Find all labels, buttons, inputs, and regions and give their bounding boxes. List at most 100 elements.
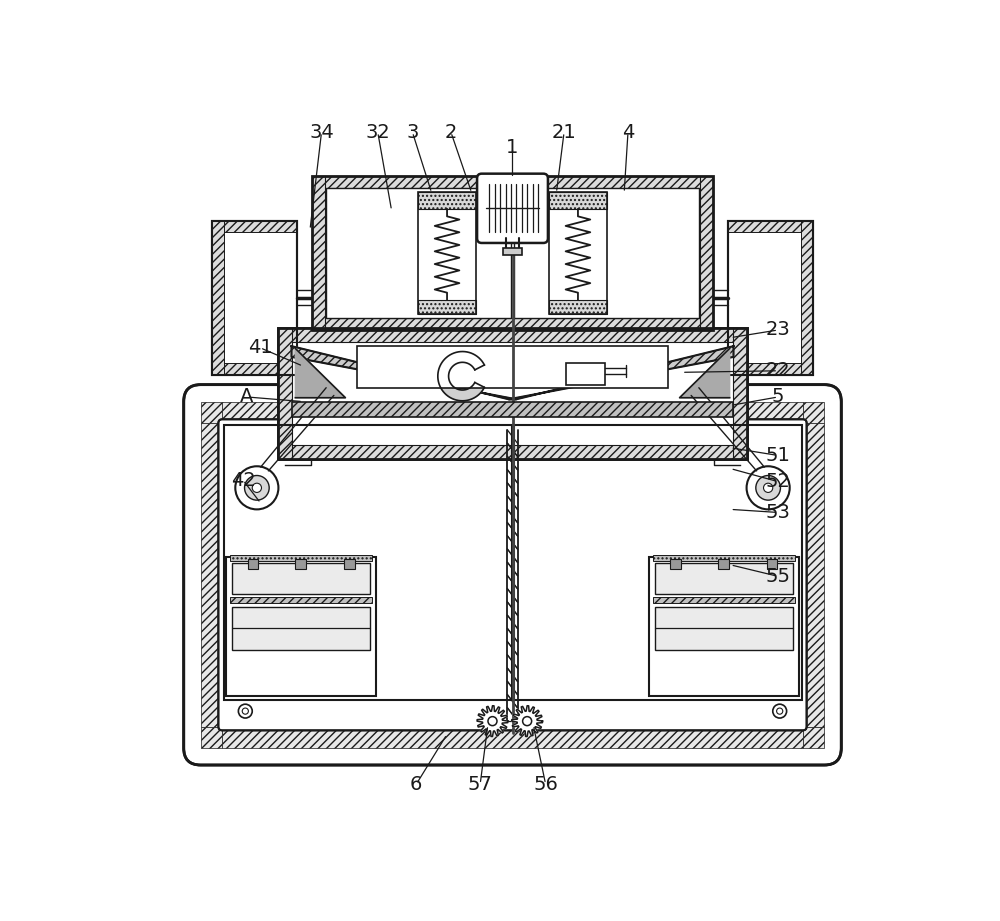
Bar: [326, 188, 511, 318]
Bar: [278, 329, 747, 343]
Bar: [248, 559, 258, 568]
Circle shape: [764, 484, 773, 493]
Bar: [278, 446, 747, 460]
Bar: [803, 727, 824, 748]
Bar: [418, 192, 476, 314]
Text: 41: 41: [248, 338, 272, 357]
Text: 56: 56: [533, 775, 558, 794]
Text: 34: 34: [309, 122, 334, 142]
Polygon shape: [292, 346, 516, 400]
Bar: [232, 564, 370, 594]
Text: 32: 32: [365, 122, 390, 142]
Bar: [803, 402, 824, 423]
Bar: [728, 221, 813, 375]
Bar: [312, 176, 713, 330]
Circle shape: [245, 475, 269, 500]
Polygon shape: [512, 705, 543, 737]
Bar: [549, 192, 607, 314]
Circle shape: [773, 705, 787, 718]
Bar: [312, 176, 713, 188]
Bar: [230, 597, 372, 603]
FancyBboxPatch shape: [184, 385, 841, 765]
Bar: [418, 300, 476, 314]
Polygon shape: [438, 352, 484, 401]
Bar: [514, 188, 699, 318]
Bar: [278, 329, 747, 460]
Bar: [232, 607, 370, 649]
Bar: [655, 564, 793, 594]
FancyBboxPatch shape: [218, 419, 807, 730]
Text: 51: 51: [766, 446, 791, 465]
Text: 52: 52: [766, 472, 791, 491]
Bar: [212, 221, 297, 375]
Bar: [803, 423, 824, 727]
Text: 42: 42: [231, 471, 255, 490]
Circle shape: [523, 717, 532, 726]
Bar: [222, 727, 803, 748]
Bar: [222, 402, 803, 423]
Polygon shape: [295, 348, 345, 398]
Circle shape: [777, 708, 783, 714]
Bar: [801, 221, 813, 375]
Circle shape: [252, 484, 261, 493]
Bar: [201, 402, 222, 423]
Bar: [418, 192, 476, 209]
Text: 1: 1: [506, 138, 519, 157]
Text: 57: 57: [468, 775, 493, 794]
Bar: [292, 402, 733, 417]
Bar: [226, 557, 376, 695]
Bar: [344, 559, 355, 568]
Text: 3: 3: [406, 122, 419, 142]
Bar: [357, 346, 668, 389]
Polygon shape: [477, 705, 508, 737]
Text: 6: 6: [410, 775, 422, 794]
Text: 5: 5: [772, 388, 784, 406]
Bar: [653, 554, 795, 561]
Bar: [201, 727, 222, 748]
Bar: [728, 363, 813, 375]
Bar: [278, 329, 292, 460]
Text: 2: 2: [445, 122, 457, 142]
Text: 4: 4: [622, 122, 634, 142]
Bar: [728, 221, 813, 375]
Bar: [295, 559, 306, 568]
Text: 53: 53: [766, 503, 791, 522]
Bar: [649, 557, 799, 695]
Polygon shape: [509, 346, 733, 400]
Bar: [655, 607, 793, 649]
Bar: [503, 248, 522, 255]
Bar: [230, 554, 372, 561]
Bar: [767, 559, 777, 568]
Circle shape: [235, 466, 278, 509]
Bar: [566, 363, 605, 385]
Bar: [212, 221, 297, 375]
Text: A: A: [240, 388, 254, 406]
Bar: [312, 318, 713, 330]
Bar: [212, 221, 297, 232]
Circle shape: [756, 475, 780, 500]
Bar: [549, 192, 607, 209]
Bar: [224, 425, 512, 700]
Text: 23: 23: [766, 321, 791, 340]
Bar: [728, 221, 813, 232]
Text: 22: 22: [766, 361, 791, 380]
Circle shape: [238, 705, 252, 718]
Bar: [718, 559, 729, 568]
Bar: [312, 176, 325, 330]
Bar: [514, 425, 802, 700]
Bar: [549, 300, 607, 314]
Polygon shape: [292, 346, 516, 400]
Bar: [653, 597, 795, 603]
Polygon shape: [680, 348, 730, 398]
Bar: [278, 329, 747, 460]
FancyBboxPatch shape: [477, 174, 548, 243]
Bar: [212, 363, 297, 375]
Text: 21: 21: [552, 122, 576, 142]
Bar: [700, 176, 713, 330]
Bar: [201, 423, 222, 727]
Text: 55: 55: [766, 566, 791, 586]
Circle shape: [747, 466, 790, 509]
Circle shape: [242, 708, 248, 714]
Bar: [733, 329, 747, 460]
Circle shape: [488, 717, 497, 726]
